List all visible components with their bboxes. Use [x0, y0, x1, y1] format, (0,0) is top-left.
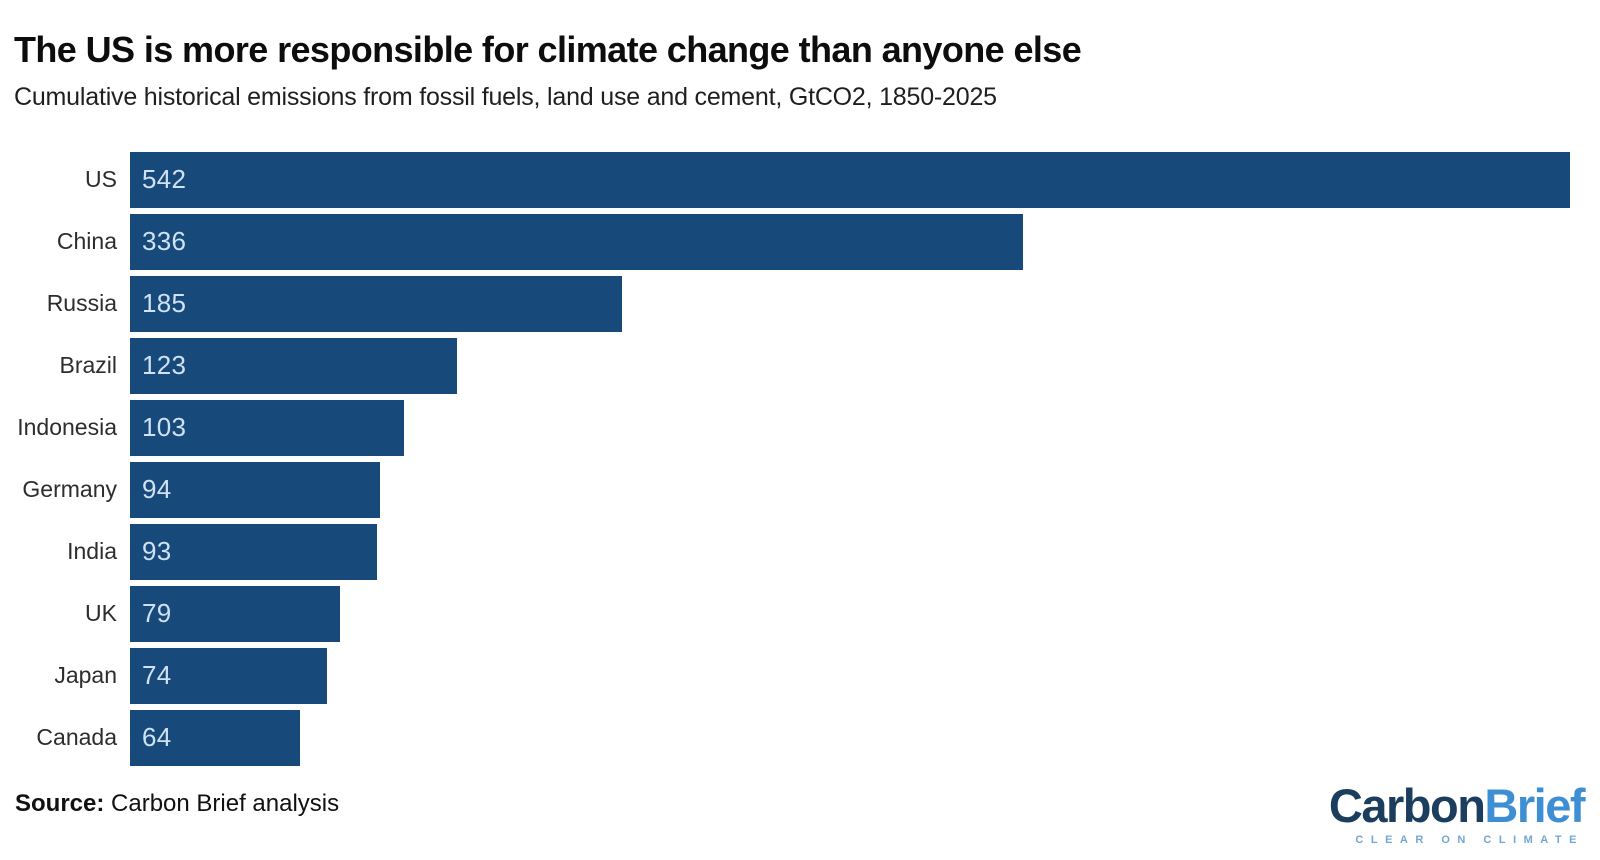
value-label: 74: [142, 660, 172, 691]
bar-row: UK 79: [0, 585, 1600, 642]
category-label: Canada: [36, 724, 117, 751]
value-label: 123: [142, 350, 187, 381]
source-label: Source:: [15, 789, 105, 817]
bar: 542: [130, 151, 1570, 208]
value-label: 336: [142, 226, 187, 257]
carbonbrief-logo: CarbonBrief CLEAR ON CLIMATE: [1325, 779, 1586, 846]
carbonbrief-logo-wordmark: CarbonBrief: [1325, 779, 1586, 832]
category-label: Germany: [22, 476, 117, 503]
chart-subtitle: Cumulative historical emissions from fos…: [14, 82, 997, 111]
value-label: 64: [142, 722, 172, 753]
bar-row: Indonesia 103: [0, 399, 1600, 456]
logo-tagline: CLEAR ON CLIMATE: [1355, 834, 1584, 846]
category-label: India: [67, 538, 117, 565]
bar: 103: [130, 399, 404, 456]
value-label: 103: [142, 412, 187, 443]
bar: 64: [130, 709, 300, 766]
category-label: Russia: [46, 290, 117, 317]
source-note: Source: Carbon Brief analysis: [15, 790, 1600, 818]
bar-row: Russia 185: [0, 275, 1600, 332]
bar-rows: US 542 China 336 Russia 185 Brazil 123 Indonesia…: [0, 151, 1600, 766]
chart-header: The US is more responsible for climate c…: [0, 0, 1600, 112]
category-label: US: [85, 166, 117, 193]
value-label: 185: [142, 288, 187, 319]
value-label: 79: [142, 598, 172, 629]
value-label: 93: [142, 536, 172, 567]
bar: 74: [130, 647, 327, 704]
bar: 94: [130, 461, 380, 518]
category-label: Brazil: [59, 352, 117, 379]
value-label: 94: [142, 474, 172, 505]
bar-row: Germany 94: [0, 461, 1600, 518]
bar-row: Japan 74: [0, 647, 1600, 704]
bar-row: India 93: [0, 523, 1600, 580]
category-label: Japan: [54, 662, 117, 689]
bar: 185: [130, 275, 622, 332]
category-label: UK: [85, 600, 117, 627]
source-text: Carbon Brief analysis: [104, 789, 340, 817]
logo-brief-text: Brief: [1484, 779, 1585, 832]
bar: 123: [130, 337, 457, 394]
bar-chart: US 542 China 336 Russia 185 Brazil 123 Indonesia…: [0, 151, 1600, 766]
category-label: Indonesia: [17, 414, 117, 441]
chart-title: The US is more responsible for climate c…: [14, 29, 1082, 70]
bar: 336: [130, 213, 1023, 270]
bar: 93: [130, 523, 377, 580]
logo-carbon-text: Carbon: [1328, 779, 1486, 832]
bar: 79: [130, 585, 340, 642]
bar-row: Brazil 123: [0, 337, 1600, 394]
value-label: 542: [142, 164, 187, 195]
bar-row: Canada 64: [0, 709, 1600, 766]
category-label: China: [56, 228, 117, 255]
bar-row: China 336: [0, 213, 1600, 270]
bar-row: US 542: [0, 151, 1600, 208]
